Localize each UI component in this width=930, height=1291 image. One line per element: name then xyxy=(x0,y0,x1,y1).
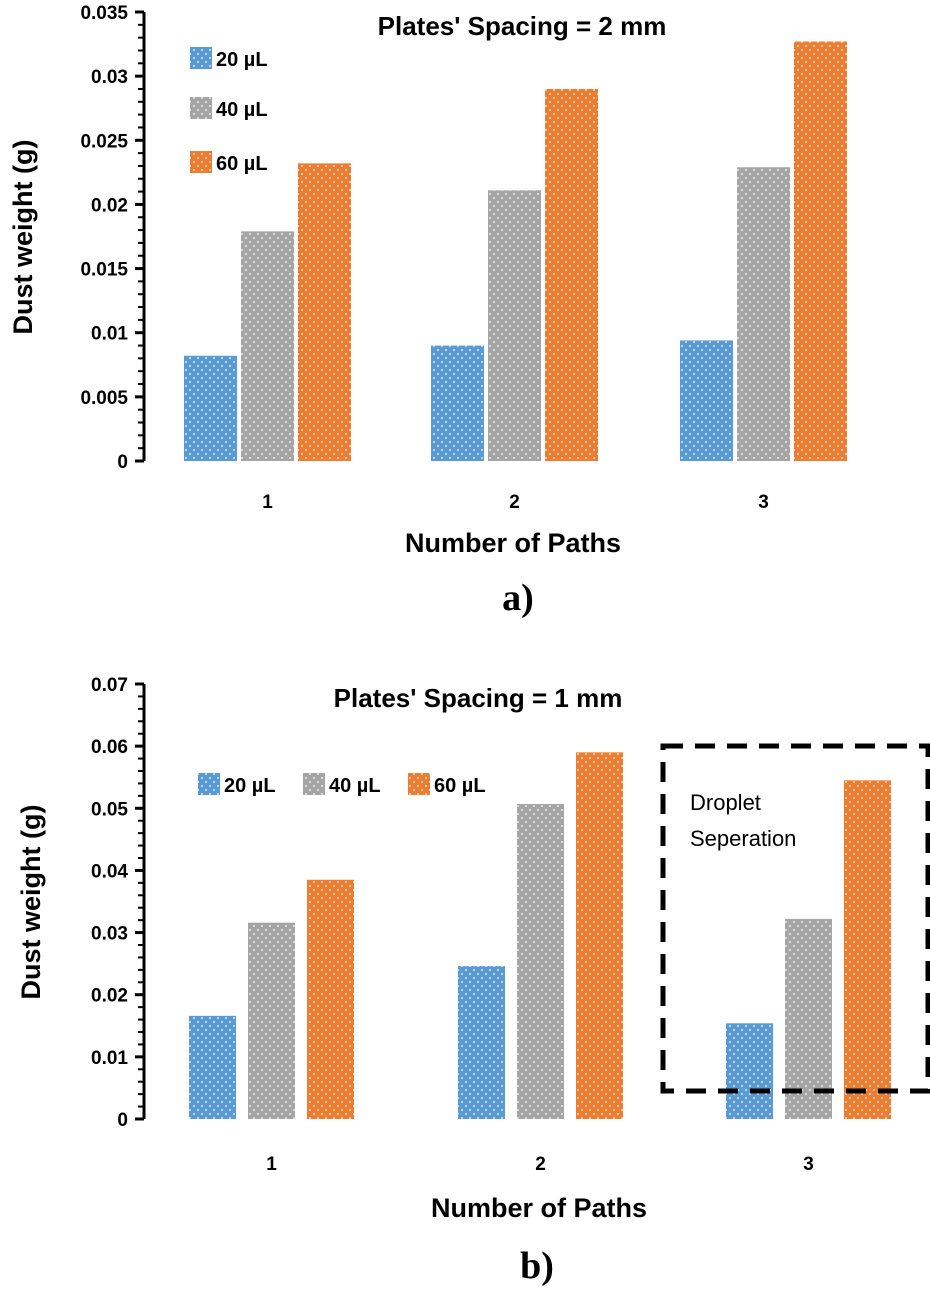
y-tick-label: 0.02 xyxy=(91,986,128,1007)
chart-b-annotation-line-1: Droplet xyxy=(690,790,761,815)
bar-20ul-path-3 xyxy=(680,340,733,461)
chart-b-legend-swatch-20ul xyxy=(198,773,220,795)
chart-a-legend-label-20ul: 20 µL xyxy=(216,49,268,71)
chart-b-legend-label-20ul: 20 µL xyxy=(224,775,276,797)
chart-a-legend: 20 µL 40 µL 60 µL xyxy=(190,47,268,175)
x-tick-label: 3 xyxy=(803,1154,814,1175)
chart-a-title: Plates' Spacing = 2 mm xyxy=(378,11,667,41)
chart-b-droplet-separation-box xyxy=(660,743,930,1094)
y-tick-label: 0.025 xyxy=(80,131,128,152)
y-tick-label: 0.02 xyxy=(91,195,128,216)
bar-40ul-path-2 xyxy=(517,803,564,1119)
chart-a: 0 0.005 0.01 0.015 0.02 0.025 0.03 0.035 1 2 3 Pl… xyxy=(8,3,847,619)
bar-60ul-path-3 xyxy=(794,41,847,462)
chart-b-legend-label-40ul: 40 µL xyxy=(329,775,381,797)
bar-40ul-path-2 xyxy=(488,190,541,461)
y-tick-label: 0.01 xyxy=(91,1048,128,1069)
bar-20ul-path-1 xyxy=(189,1015,236,1119)
chart-b-xtick-labels: 1 2 3 xyxy=(266,1154,814,1175)
chart-b-x-axis-title: Number of Paths xyxy=(431,1193,647,1223)
x-tick-label: 2 xyxy=(509,492,520,513)
x-tick-label: 1 xyxy=(266,1154,277,1175)
bar-20ul-path-2 xyxy=(458,966,505,1119)
bar-40ul-path-1 xyxy=(241,231,294,461)
chart-b-legend-label-60ul: 60 µL xyxy=(434,775,486,797)
chart-b-legend: 20 µL 40 µL 60 µL xyxy=(198,773,486,797)
bar-60ul-path-1 xyxy=(298,163,351,461)
bar-40ul-path-3 xyxy=(785,918,832,1119)
chart-a-legend-label-40ul: 40 µL xyxy=(216,99,268,121)
chart-b-axis xyxy=(135,682,146,1121)
bar-40ul-path-3 xyxy=(737,167,790,461)
chart-a-x-axis-title: Number of Paths xyxy=(405,528,621,558)
y-tick-label: 0.07 xyxy=(91,675,128,696)
chart-b-bars xyxy=(189,752,891,1119)
bar-60ul-path-3 xyxy=(844,780,891,1119)
chart-b-title: Plates' Spacing = 1 mm xyxy=(334,683,623,713)
y-tick-label: 0.03 xyxy=(91,67,128,88)
x-tick-label: 1 xyxy=(262,492,273,513)
bar-60ul-path-2 xyxy=(576,752,623,1119)
chart-b-ytick-labels: 0 0.01 0.02 0.03 0.04 0.05 0.06 0.07 xyxy=(91,675,128,1131)
chart-a-legend-swatch-40ul xyxy=(190,97,212,119)
chart-a-axis xyxy=(135,10,146,463)
bar-40ul-path-1 xyxy=(248,922,295,1119)
bar-60ul-path-2 xyxy=(545,88,598,461)
y-tick-label: 0.03 xyxy=(91,924,128,945)
y-tick-label: 0.01 xyxy=(91,324,128,345)
chart-b-legend-swatch-60ul xyxy=(408,773,430,795)
chart-b-annotation-line-2: Seperation xyxy=(690,826,796,851)
y-tick-label: 0 xyxy=(117,1110,128,1131)
y-tick-label: 0.06 xyxy=(91,737,128,758)
chart-a-legend-label-60ul: 60 µL xyxy=(216,153,268,175)
chart-b-y-axis-title: Dust weight (g) xyxy=(16,805,46,1000)
x-tick-label: 3 xyxy=(758,492,769,513)
bar-20ul-path-3 xyxy=(726,1023,773,1119)
chart-a-legend-swatch-60ul xyxy=(190,151,212,173)
y-tick-label: 0 xyxy=(117,452,128,473)
chart-a-ytick-labels: 0 0.005 0.01 0.015 0.02 0.025 0.03 0.035 xyxy=(80,3,128,473)
chart-b-panel-label: b) xyxy=(520,1245,554,1287)
y-tick-label: 0.035 xyxy=(80,3,128,24)
chart-b: 0 0.01 0.02 0.03 0.04 0.05 0.06 0.07 1 2 3 Plates… xyxy=(16,675,930,1287)
chart-a-legend-swatch-20ul xyxy=(190,47,212,69)
bar-60ul-path-1 xyxy=(307,879,354,1119)
chart-a-bars xyxy=(184,41,847,462)
chart-a-y-axis-title: Dust weight (g) xyxy=(8,140,38,335)
y-tick-label: 0.05 xyxy=(91,799,128,820)
chart-a-panel-label: a) xyxy=(502,577,534,619)
bar-20ul-path-1 xyxy=(184,355,237,461)
y-tick-label: 0.04 xyxy=(91,861,128,882)
y-tick-label: 0.005 xyxy=(80,388,128,409)
x-tick-label: 2 xyxy=(535,1154,546,1175)
chart-b-legend-swatch-40ul xyxy=(303,773,325,795)
y-tick-label: 0.015 xyxy=(80,260,128,281)
chart-a-xtick-labels: 1 2 3 xyxy=(262,492,769,513)
bar-20ul-path-2 xyxy=(431,345,484,461)
